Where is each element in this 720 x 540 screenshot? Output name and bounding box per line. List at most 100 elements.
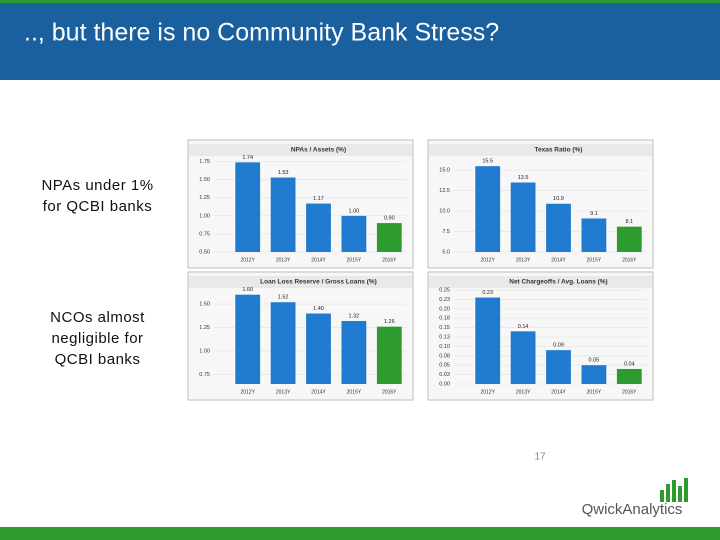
chart-frame — [427, 139, 654, 269]
slide-title: .., but there is no Community Bank Stres… — [24, 19, 499, 47]
chart-title: NPAs / Assets (%) — [291, 147, 346, 154]
bar — [546, 203, 571, 252]
bar — [510, 331, 536, 384]
value-label: 1.32 — [349, 313, 360, 319]
bar — [376, 326, 402, 384]
logo-bar — [678, 486, 682, 502]
value-label: 0.04 — [624, 361, 635, 367]
value-label: 10.9 — [553, 196, 564, 202]
value-label: 1.40 — [313, 306, 324, 312]
chart: 0.00 0.03 0.05 0.08 0.10 0.13 0.15 0.18 0.20 0.23… — [427, 271, 654, 401]
x-tick-label: 2015Y — [587, 257, 602, 263]
y-tick-label: 0.75 — [199, 231, 210, 237]
chart: 0.75 1.00 1.25 1.50 1.60 2012Y 1.52 2013Y 1.40 20… — [187, 271, 414, 401]
bar — [270, 302, 296, 384]
x-tick-label: 2015Y — [347, 257, 362, 263]
x-tick-label: 2013Y — [516, 389, 531, 395]
x-tick-label: 2014Y — [551, 257, 566, 263]
value-label: 8.1 — [625, 219, 633, 225]
y-tick-label: 0.23 — [439, 297, 450, 303]
value-label: 1.00 — [349, 208, 360, 214]
y-tick-label: 0.20 — [439, 306, 450, 312]
x-tick-label: 2012Y — [480, 257, 495, 263]
value-label: 1.53 — [278, 170, 289, 176]
y-tick-label: 7.5 — [442, 229, 450, 235]
bar — [235, 162, 261, 252]
bar — [475, 297, 501, 384]
note: NCOs almost negligible for QCBI banks — [50, 309, 145, 368]
y-tick-label: 0.10 — [439, 344, 450, 350]
bar — [270, 177, 296, 252]
chart-title-band — [189, 276, 412, 288]
x-tick-label: 2012Y — [480, 389, 495, 395]
bar — [616, 368, 642, 384]
bar — [341, 321, 367, 384]
footer-bar — [0, 527, 720, 540]
bar — [306, 313, 331, 384]
y-tick-label: 0.18 — [439, 316, 450, 322]
logo-icon — [660, 478, 688, 502]
bar — [510, 182, 536, 252]
logo-bar — [660, 490, 664, 502]
x-tick-label: 2014Y — [551, 389, 566, 395]
value-label: 0.14 — [518, 324, 529, 330]
y-tick-label: 0.50 — [199, 249, 210, 255]
logo-bar — [684, 478, 688, 502]
x-tick-label: 2012Y — [240, 257, 255, 263]
value-label: 0.05 — [589, 358, 600, 364]
x-tick-label: 2014Y — [311, 257, 326, 263]
x-tick-label: 2015Y — [347, 389, 362, 395]
y-tick-label: 1.25 — [199, 325, 210, 331]
x-tick-label: 2013Y — [276, 257, 291, 263]
x-tick-label: 2013Y — [276, 389, 291, 395]
bar — [235, 294, 261, 384]
chart-title: Net Chargeoffs / Avg. Loans (%) — [509, 279, 607, 286]
chart-title: Loan Loss Reserve / Gross Loans (%) — [260, 279, 377, 286]
value-label: 0.23 — [482, 290, 493, 296]
value-label: 1.26 — [384, 319, 395, 325]
value-label: 1.52 — [278, 295, 289, 301]
chart-title: Texas Ratio (%) — [535, 147, 583, 154]
page-number: 17 — [534, 452, 546, 463]
chart-frame — [427, 271, 654, 401]
bar — [581, 365, 607, 384]
value-label: 15.5 — [482, 159, 493, 165]
bar — [341, 215, 367, 252]
logo-bar — [666, 484, 670, 502]
note-box: NCOs almost negligible for QCBI banks — [50, 309, 145, 368]
y-tick-label: 0.00 — [439, 381, 450, 387]
y-tick-label: 1.50 — [199, 302, 210, 308]
y-tick-label: 10.0 — [439, 209, 450, 215]
header-line — [0, 0, 720, 3]
y-tick-label: 15.0 — [439, 168, 450, 174]
logo-bar — [672, 480, 676, 502]
y-tick-label: 1.00 — [199, 349, 210, 355]
value-label: 0.90 — [384, 216, 395, 222]
y-tick-label: 1.00 — [199, 213, 210, 219]
chart: 5.0 7.5 10.0 12.5 15.0 15.5 2012Y 13.5 2013Y 10.9… — [427, 139, 654, 269]
note: NPAs under 1% for QCBI banks — [41, 177, 154, 215]
x-tick-label: 2013Y — [516, 257, 531, 263]
chart-title-band — [429, 276, 652, 288]
note-box: NPAs under 1% for QCBI banks — [41, 177, 154, 215]
y-tick-label: 1.25 — [199, 195, 210, 201]
y-tick-label: 0.25 — [439, 287, 450, 293]
y-tick-label: 0.13 — [439, 334, 450, 340]
value-label: 0.09 — [553, 343, 564, 349]
x-tick-label: 2016Y — [382, 389, 397, 395]
value-label: 9.1 — [590, 211, 598, 217]
y-tick-label: 0.75 — [199, 372, 210, 378]
x-tick-label: 2016Y — [622, 389, 637, 395]
y-tick-label: 0.08 — [439, 353, 450, 359]
y-tick-label: 1.50 — [199, 177, 210, 183]
chart: 0.50 0.75 1.00 1.25 1.50 1.75 1.74 2012Y 1.53 201… — [187, 139, 414, 269]
y-tick-label: 5.0 — [442, 249, 450, 255]
x-tick-label: 2016Y — [622, 257, 637, 263]
value-label: 1.17 — [313, 196, 324, 202]
chart-frame — [187, 271, 414, 401]
logo-text: QwickAnalytics — [582, 501, 683, 518]
y-tick-label: 12.5 — [439, 188, 450, 194]
bar — [306, 203, 331, 252]
y-tick-label: 0.15 — [439, 325, 450, 331]
